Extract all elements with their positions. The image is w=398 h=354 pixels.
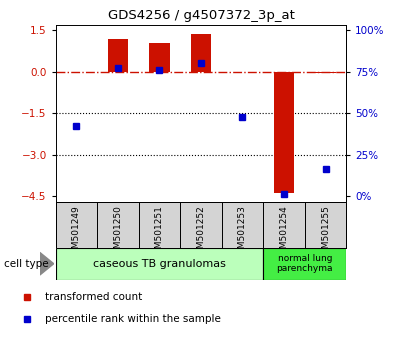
Polygon shape: [40, 252, 54, 275]
Text: GSM501251: GSM501251: [155, 205, 164, 260]
Text: transformed count: transformed count: [45, 292, 142, 302]
Bar: [149, 43, 170, 72]
Text: normal lung
parenchyma: normal lung parenchyma: [277, 254, 333, 273]
Text: GSM501254: GSM501254: [279, 205, 289, 260]
Text: GSM501250: GSM501250: [113, 205, 123, 260]
Bar: [56, 202, 97, 248]
Bar: [315, 72, 336, 73]
Text: percentile rank within the sample: percentile rank within the sample: [45, 314, 221, 324]
Text: cell type: cell type: [4, 259, 49, 269]
Bar: [263, 202, 305, 248]
Bar: [222, 202, 263, 248]
Text: caseous TB granulomas: caseous TB granulomas: [93, 259, 226, 269]
Text: GSM501249: GSM501249: [72, 205, 81, 260]
Bar: [305, 202, 346, 248]
Text: GSM501253: GSM501253: [238, 205, 247, 260]
Text: GSM501252: GSM501252: [197, 205, 205, 260]
Bar: [191, 34, 211, 72]
Text: GSM501255: GSM501255: [321, 205, 330, 260]
Bar: [273, 72, 295, 194]
Bar: [97, 202, 139, 248]
Bar: [139, 202, 180, 248]
Bar: [263, 248, 346, 280]
Bar: [107, 39, 128, 72]
Bar: [56, 248, 263, 280]
Bar: [180, 202, 222, 248]
Title: GDS4256 / g4507372_3p_at: GDS4256 / g4507372_3p_at: [107, 9, 295, 22]
